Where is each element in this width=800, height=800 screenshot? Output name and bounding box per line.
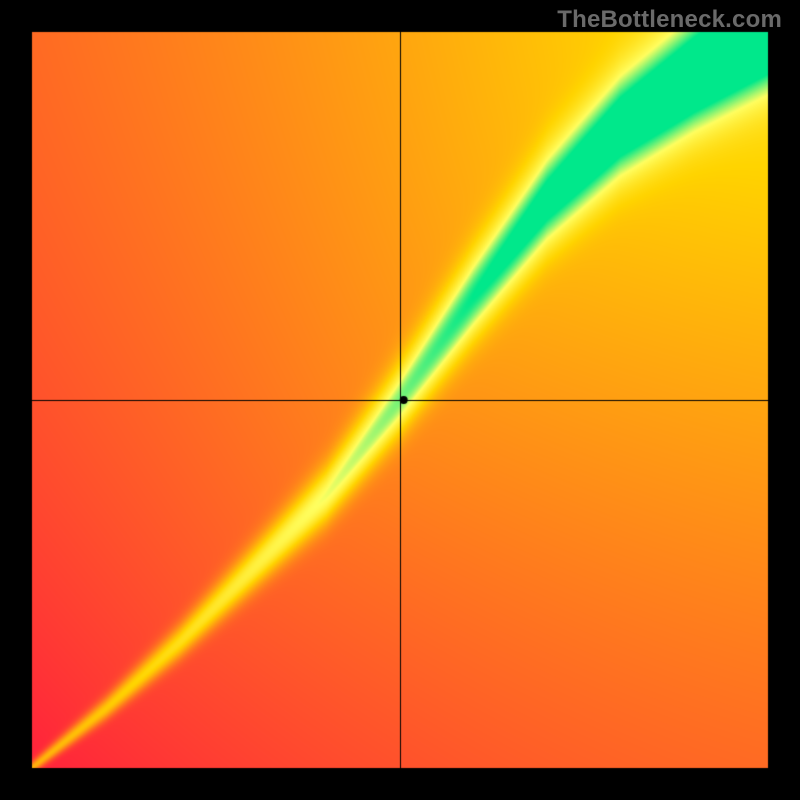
watermark-text: TheBottleneck.com	[557, 6, 782, 34]
heatmap-canvas	[0, 0, 800, 800]
bottleneck-heatmap-chart: TheBottleneck.com	[0, 0, 800, 800]
